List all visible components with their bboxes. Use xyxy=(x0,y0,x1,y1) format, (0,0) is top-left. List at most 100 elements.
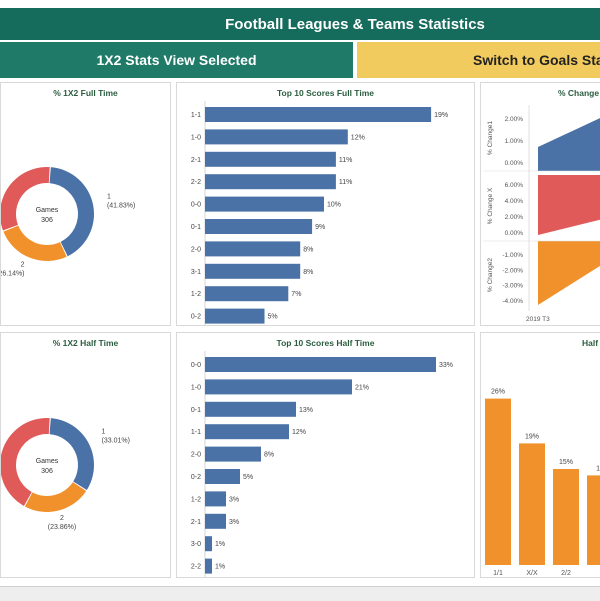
bar-value-label: 1% xyxy=(215,541,225,548)
dashboard-title: Football Leagues & Teams Statistics xyxy=(225,15,485,33)
axis-tick-label: -3.00% xyxy=(502,283,523,290)
bar-category-label: 0-1 xyxy=(191,407,201,414)
column-value-label: 26% xyxy=(491,389,505,396)
donut-center-value: 306 xyxy=(41,217,53,224)
column-next xyxy=(587,475,600,565)
bar-category-label: 3-0 xyxy=(191,541,201,548)
column-2/2 xyxy=(553,469,579,565)
bar-3-1 xyxy=(205,263,301,279)
axis-title: % Change1 xyxy=(487,121,494,155)
bar-value-label: 12% xyxy=(351,134,365,141)
bar-value-label: 13% xyxy=(299,407,313,414)
bar-2-1 xyxy=(205,151,336,167)
donut-center-label: Games xyxy=(36,458,59,465)
bar-2-1 xyxy=(205,513,226,529)
bar-0-2 xyxy=(205,308,265,324)
bar-category-label: 2-0 xyxy=(191,452,201,459)
panel-title: % Change xyxy=(558,88,600,98)
bar-value-label: 1% xyxy=(215,564,225,571)
axis-tick-label: 6.00% xyxy=(505,182,524,189)
bar-category-label: 0-0 xyxy=(191,202,201,209)
panel-top-scores-half-time: Top 10 Scores Half Time 0-0 33% 1-0 21% 0-1 1… xyxy=(176,332,475,578)
bar-value-label: 9% xyxy=(315,224,325,231)
bar-2-0 xyxy=(205,241,301,257)
x-axis-tick: 2019 T3 xyxy=(526,316,550,323)
bar-1-2 xyxy=(205,286,289,302)
switch-view-label: Switch to Goals Stats xyxy=(473,52,600,68)
axis-tick-label: 1.00% xyxy=(505,138,524,145)
slice-name-label: 2 xyxy=(60,515,64,522)
bar-chart-scores-half-time[interactable]: 0-0 33% 1-0 21% 0-1 13% 1-1 12% 2-0 8% 0-2 5% 1-2 3% 2… xyxy=(177,333,475,578)
bar-value-label: 3% xyxy=(229,496,239,503)
bar-category-label: 1-2 xyxy=(191,496,201,503)
bar-value-label: 21% xyxy=(355,384,369,391)
bar-0-2 xyxy=(205,469,240,484)
bar-category-label: 2-1 xyxy=(191,519,201,526)
switch-to-goals-button[interactable]: Switch to Goals Stats xyxy=(357,42,600,78)
area-chart-percent-change[interactable]: 2.00% 1.00% 0.00% % Change1 6.00% 4.00% 2.00% 0… xyxy=(481,83,600,326)
column-value-label: 15% xyxy=(559,459,573,466)
bar-category-label: 0-2 xyxy=(191,474,201,481)
bar-1-1 xyxy=(205,107,432,122)
1x2-stats-selected-button[interactable]: 1X2 Stats View Selected xyxy=(0,42,353,78)
column-chart-half-full[interactable]: 26% 1/1 19% X/X 15% 2/2 14 xyxy=(481,333,600,578)
bar-category-label: 2-2 xyxy=(191,179,201,186)
slice-percent-label: (41.83%) xyxy=(107,203,135,210)
donut-slice-2 xyxy=(24,482,87,512)
slice-name-label: 1 xyxy=(107,194,111,201)
bar-2-2 xyxy=(205,174,336,190)
bar-chart-scores-full-time[interactable]: 1-1 19% 1-0 12% 2-1 11% 2-2 11% 0-0 10% 0-1 9% 2-0 8%… xyxy=(177,83,475,326)
panel-top-scores-full-time: Top 10 Scores Full Time 1-1 19% 1-0 12% 2-1 1… xyxy=(176,82,475,326)
bar-value-label: 12% xyxy=(292,429,306,436)
axis-tick-label: 4.00% xyxy=(505,198,524,205)
bar-category-label: 0-2 xyxy=(191,314,201,321)
bar-value-label: 8% xyxy=(264,452,274,459)
bar-3-0 xyxy=(205,536,212,552)
donut-slice-X xyxy=(1,167,50,231)
bar-0-1 xyxy=(205,219,313,234)
panel-title: % 1X2 Half Time xyxy=(52,338,119,348)
axis-title: % Change X xyxy=(487,187,494,224)
axis-tick-label: -4.00% xyxy=(502,298,523,305)
bar-category-label: 2-2 xyxy=(191,564,201,571)
bar-1-0 xyxy=(205,379,352,395)
bar-value-label: 3% xyxy=(229,519,239,526)
bar-category-label: 0-1 xyxy=(191,224,201,231)
bar-category-label: 2-0 xyxy=(191,246,201,253)
panel-title: Top 10 Scores Full Time xyxy=(277,88,374,98)
bar-category-label: 1-1 xyxy=(191,112,201,119)
bar-category-label: 2-1 xyxy=(191,157,201,164)
donut-slice-1 xyxy=(49,167,95,257)
panel-half-full: Half 26% 1/1 19% X/X 15% 2/2 14 xyxy=(480,332,600,578)
bar-value-label: 33% xyxy=(439,362,453,369)
bar-value-label: 10% xyxy=(327,202,341,209)
bar-0-0 xyxy=(205,357,436,372)
bar-2-2 xyxy=(205,558,212,574)
bar-category-label: 1-0 xyxy=(191,384,201,391)
bar-value-label: 8% xyxy=(303,246,313,253)
bar-1-0 xyxy=(205,129,348,145)
bar-value-label: 8% xyxy=(303,269,313,276)
axis-tick-label: 2.00% xyxy=(505,214,524,221)
status-bar xyxy=(0,586,600,601)
bar-0-1 xyxy=(205,401,296,417)
axis-tick-label: -2.00% xyxy=(502,267,523,274)
slice-name-label: 1 xyxy=(102,429,106,436)
panel-1x2-full-time: % 1X2 Full Time 1 (41.83%) 2 (26.14%) Games 3… xyxy=(0,82,171,326)
donut-chart-full-time[interactable]: 1 (41.83%) 2 (26.14%) Games 306 xyxy=(1,83,171,326)
bar-category-label: 3-1 xyxy=(191,269,201,276)
area--change2 xyxy=(538,241,600,305)
bar-0-0 xyxy=(205,196,324,212)
panel-1x2-half-time: % 1X2 Half Time 1 (33.01%) 2 (23.86%) Games 3… xyxy=(0,332,171,578)
donut-slice-X xyxy=(1,418,50,506)
column-X/X xyxy=(519,443,545,565)
slice-name-label: 2 xyxy=(21,262,25,269)
bar-value-label: 11% xyxy=(339,179,353,186)
selected-view-label: 1X2 Stats View Selected xyxy=(96,52,257,68)
axis-tick-label: 0.00% xyxy=(505,230,524,237)
area--change1 xyxy=(538,118,600,171)
donut-chart-half-time[interactable]: 1 (33.01%) 2 (23.86%) Games 306 xyxy=(1,333,171,578)
bar-category-label: 1-0 xyxy=(191,134,201,141)
column-1/1 xyxy=(485,398,511,565)
slice-percent-label: (23.86%) xyxy=(48,524,76,531)
